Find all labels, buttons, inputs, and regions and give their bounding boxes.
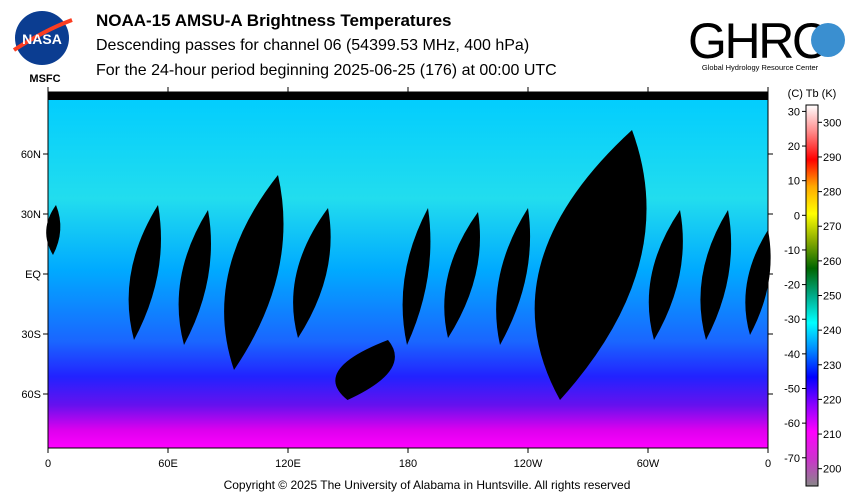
no-data-swath [46, 205, 61, 255]
celsius-tick-label: 0 [794, 210, 800, 222]
no-data-swath [402, 208, 431, 345]
chart-subtitle: Descending passes for channel 06 (54399.… [96, 37, 530, 54]
celsius-tick-label: -40 [784, 349, 800, 361]
no-data-swath [745, 230, 771, 335]
kelvin-tick-label: 240 [823, 325, 841, 337]
celsius-tick-label: 10 [788, 176, 800, 188]
copyright: Copyright © 2025 The University of Alaba… [223, 478, 631, 492]
y-tick-label: 30N [21, 209, 41, 221]
celsius-tick-label: -70 [784, 453, 800, 465]
ghrc-logo: GHRC Global Hydrology Resource Center [688, 13, 845, 72]
svg-text:MSFC: MSFC [29, 73, 60, 85]
svg-text:GHRC: GHRC [688, 13, 828, 69]
no-data-swath [178, 210, 211, 345]
celsius-tick-label: -30 [784, 314, 800, 326]
celsius-tick-label: -10 [784, 245, 800, 257]
svg-text:NASA: NASA [22, 31, 62, 47]
chart-title: NOAA-15 AMSU-A Brightness Temperatures [96, 11, 452, 30]
kelvin-tick-label: 260 [823, 256, 841, 268]
celsius-tick-label: -60 [784, 418, 800, 430]
x-tick-label: 180 [399, 458, 417, 470]
celsius-tick-label: 20 [788, 141, 800, 153]
no-data-band [48, 92, 768, 100]
y-tick-label: 60S [21, 389, 41, 401]
kelvin-tick-label: 300 [823, 117, 841, 129]
kelvin-tick-label: 290 [823, 152, 841, 164]
x-tick-label: 60W [637, 458, 660, 470]
no-data-swath [534, 130, 647, 400]
kelvin-tick-label: 220 [823, 394, 841, 406]
celsius-tick-label: -20 [784, 280, 800, 292]
svg-text:Global Hydrology Resource Cent: Global Hydrology Resource Center [702, 63, 819, 72]
y-tick-label: EQ [25, 269, 41, 281]
no-data-swath [128, 205, 161, 340]
x-tick-label: 0 [45, 458, 51, 470]
no-data-swath [648, 210, 683, 340]
kelvin-tick-label: 200 [823, 464, 841, 476]
x-tick-label: 60E [158, 458, 178, 470]
x-tick-label: 0 [765, 458, 771, 470]
no-data-swath [224, 175, 284, 370]
colorbar [805, 104, 819, 487]
no-data-swath [335, 340, 395, 400]
celsius-tick-label: 30 [788, 106, 800, 118]
kelvin-tick-label: 250 [823, 291, 841, 303]
colorbar-label: (C) Tb (K) [788, 88, 837, 100]
no-data-swath [444, 212, 480, 338]
chart-period: For the 24-hour period beginning 2025-06… [96, 62, 557, 79]
y-tick-label: 30S [21, 329, 41, 341]
y-tick-label: 60N [21, 149, 41, 161]
nasa-logo: NASA MSFC [12, 11, 73, 85]
kelvin-tick-label: 230 [823, 360, 841, 372]
kelvin-tick-label: 270 [823, 221, 841, 233]
no-data-swath [700, 210, 732, 340]
no-data-swath [293, 208, 331, 338]
x-tick-label: 120W [514, 458, 543, 470]
x-tick-label: 120E [275, 458, 301, 470]
kelvin-tick-label: 210 [823, 429, 841, 441]
kelvin-tick-label: 280 [823, 187, 841, 199]
celsius-tick-label: -50 [784, 383, 800, 395]
no-data-swath [496, 208, 531, 345]
